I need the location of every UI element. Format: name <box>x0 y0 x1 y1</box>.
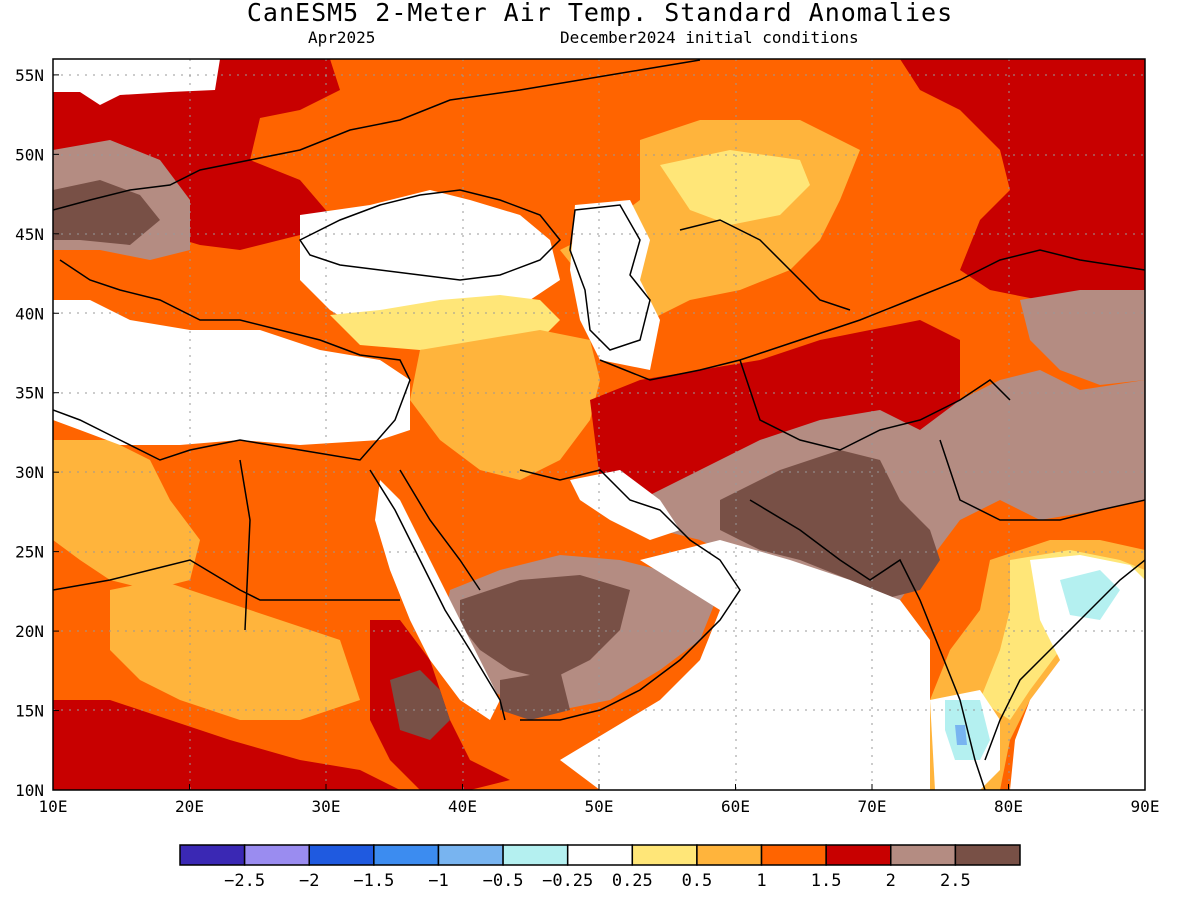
lat-label-50n: 50N <box>15 145 44 164</box>
field-white-baltic <box>53 59 220 105</box>
field-lightblue-bay <box>1060 570 1120 620</box>
colorbar-label: −2 <box>299 871 319 891</box>
coastlines <box>53 59 1145 790</box>
colorbar-label: 1 <box>756 871 766 891</box>
lat-label-45n: 45N <box>15 225 44 244</box>
lon-label-60e: 60E <box>721 797 750 816</box>
field-brown-europe <box>53 180 160 245</box>
colorbar-swatch <box>566 844 634 866</box>
field-brown-ethiopia <box>390 670 450 740</box>
colorbar-label: 2.5 <box>940 871 971 891</box>
field-white-redsea <box>375 480 500 720</box>
colorbar-label: −2.5 <box>224 871 265 891</box>
field-brown-southasia <box>720 450 940 600</box>
lat-label-15n: 15N <box>15 702 44 721</box>
lon-label-40e: 40E <box>448 797 477 816</box>
colorbar-swatch <box>373 844 440 866</box>
lon-label-90e: 90E <box>1131 797 1160 816</box>
colorbar-swatch <box>890 844 957 866</box>
lat-label-20n: 20N <box>15 622 44 641</box>
lat-label-25n: 25N <box>15 543 44 562</box>
field-red-iran <box>590 320 960 520</box>
longitude-labels: 10E 20E 30E 40E 50E 60E 70E 80E 90E <box>39 784 1160 816</box>
field-red-northeast <box>900 59 1145 350</box>
lon-label-80e: 80E <box>994 797 1023 816</box>
field-lightorange-sudan <box>110 580 360 720</box>
lat-label-55n: 55N <box>15 66 44 85</box>
lat-label-35n: 35N <box>15 384 44 403</box>
colorbar-swatch <box>308 844 375 866</box>
field-white-caspian <box>570 200 660 370</box>
forecast-month: Apr2025 <box>308 28 376 47</box>
field-red-africa-south <box>53 700 400 790</box>
colorbar-swatch <box>954 844 1021 866</box>
colorbar-swatch <box>502 844 569 866</box>
field-brown-yemen <box>500 670 570 720</box>
field-white-arabiansea <box>560 540 930 790</box>
colorbar-swatch <box>437 844 504 866</box>
colorbar-label: 2 <box>886 871 896 891</box>
colorbar <box>179 844 1021 866</box>
colorbar-label: 0.5 <box>682 871 713 891</box>
colorbar-label: 0.25 <box>612 871 653 891</box>
colorbar-swatch <box>760 844 827 866</box>
latitude-labels: 55N 50N 45N 40N 35N 30N 25N 20N 15N 10N <box>15 66 59 800</box>
initial-conditions: December2024 initial conditions <box>560 28 859 47</box>
colorbar-swatch <box>179 844 246 866</box>
lon-label-10e: 10E <box>39 797 68 816</box>
colorbar-swatch <box>825 844 892 866</box>
lon-label-70e: 70E <box>858 797 887 816</box>
field-lightorange-sahara <box>53 440 200 590</box>
lat-label-40n: 40N <box>15 304 44 323</box>
field-midblue-india <box>955 725 967 745</box>
lon-label-30e: 30E <box>312 797 341 816</box>
colorbar-label: −0.25 <box>542 871 593 891</box>
map-title: CanESM5 2-Meter Air Temp. Standard Anoma… <box>246 0 954 27</box>
field-tan-tibet <box>1020 290 1145 385</box>
colorbar-label: 1.5 <box>811 871 842 891</box>
field-yellow-central-top <box>660 150 810 225</box>
colorbar-label: −1 <box>428 871 448 891</box>
colorbar-swatch <box>631 844 698 866</box>
field-white-med <box>53 300 410 445</box>
colorbar-labels: −2.5 −2 −1.5 −1 −0.5 −0.25 0.25 0.5 1 1.5 2 2.5 <box>224 871 971 891</box>
field-white-bay <box>1010 555 1145 790</box>
colorbar-label: −0.5 <box>483 871 524 891</box>
field-white-gulf <box>570 470 680 540</box>
colorbar-label: −1.5 <box>353 871 394 891</box>
lat-label-10n: 10N <box>15 781 44 800</box>
lat-label-30n: 30N <box>15 463 44 482</box>
colorbar-swatch <box>243 844 310 866</box>
field-brown-arabia <box>460 575 630 680</box>
colorbar-swatch <box>696 844 763 866</box>
field-lightorange-midline <box>410 330 600 480</box>
anomaly-field <box>53 59 1145 790</box>
lon-label-20e: 20E <box>175 797 204 816</box>
lon-label-50e: 50E <box>585 797 614 816</box>
